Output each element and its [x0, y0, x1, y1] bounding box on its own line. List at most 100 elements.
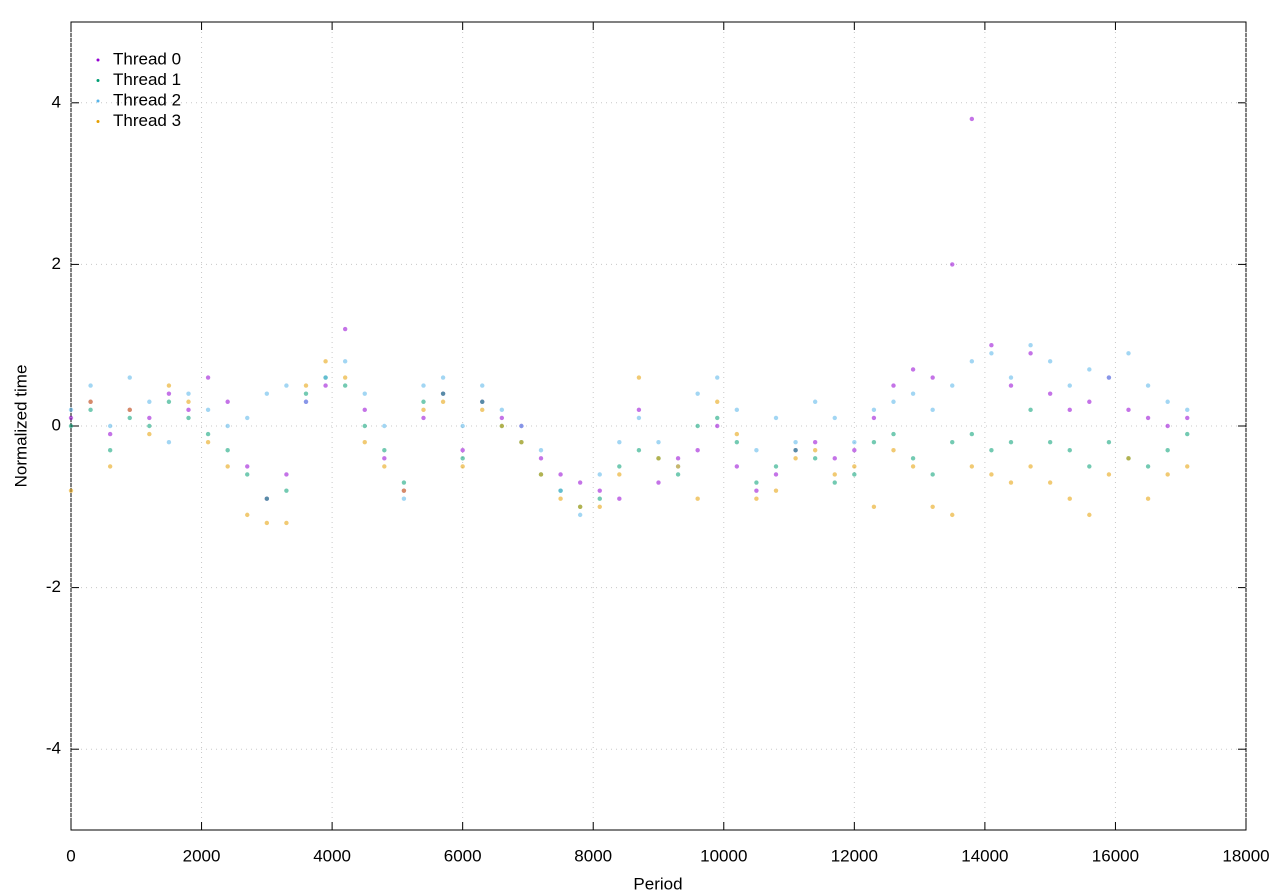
point: [891, 383, 896, 388]
point: [460, 448, 465, 453]
point: [264, 391, 270, 396]
point: [440, 391, 446, 396]
point: [107, 431, 113, 437]
point: [734, 464, 740, 469]
x-tick-label: 12000: [831, 846, 878, 865]
point: [382, 423, 387, 429]
legend-marker: [96, 58, 100, 62]
point: [323, 359, 328, 364]
point: [715, 399, 720, 404]
point: [812, 456, 818, 461]
point: [617, 472, 622, 477]
point: [832, 415, 837, 421]
point: [656, 439, 661, 445]
point: [754, 496, 759, 501]
x-tick-label: 18000: [1222, 846, 1269, 865]
x-axis-label: Period: [633, 874, 682, 893]
point: [754, 480, 759, 485]
point: [950, 262, 955, 267]
point: [88, 399, 93, 404]
y-axis-label: Normalized time: [11, 365, 30, 488]
point: [1145, 415, 1151, 421]
point: [68, 488, 74, 493]
point: [910, 367, 916, 372]
point: [891, 431, 896, 437]
point: [1087, 464, 1092, 469]
x-tick-label: 0: [66, 846, 75, 865]
x-tick-label: 6000: [444, 846, 482, 865]
point: [205, 407, 211, 413]
point: [1145, 383, 1151, 388]
point: [754, 488, 759, 493]
point: [989, 472, 994, 477]
point: [166, 399, 172, 404]
point: [362, 423, 367, 429]
point: [793, 448, 798, 453]
point: [695, 391, 700, 396]
point: [715, 423, 720, 429]
point: [891, 448, 896, 453]
point: [186, 415, 191, 421]
legend-marker: [96, 79, 100, 82]
point: [636, 375, 642, 380]
point: [1028, 464, 1033, 469]
point: [264, 496, 270, 501]
point: [303, 391, 309, 396]
point: [1067, 496, 1072, 501]
point: [1028, 343, 1033, 348]
point: [558, 496, 563, 501]
point: [1106, 375, 1112, 380]
point: [421, 415, 426, 421]
point: [107, 464, 113, 469]
point: [715, 415, 720, 421]
point: [1126, 351, 1131, 356]
point: [656, 456, 661, 461]
point: [989, 448, 994, 453]
point: [1185, 464, 1190, 469]
point: [675, 456, 681, 461]
point: [382, 448, 387, 453]
point: [166, 383, 172, 388]
point: [695, 423, 700, 429]
point: [68, 423, 74, 429]
point: [852, 464, 857, 469]
point: [734, 439, 740, 445]
point: [1028, 351, 1033, 356]
point: [382, 464, 387, 469]
point: [969, 359, 975, 364]
point: [675, 472, 681, 477]
point: [871, 439, 877, 445]
point: [1165, 472, 1170, 477]
point: [205, 439, 211, 445]
point: [734, 431, 740, 437]
point: [832, 472, 837, 477]
point: [910, 391, 916, 396]
point: [950, 439, 955, 445]
point: [1145, 464, 1151, 469]
point: [930, 472, 935, 477]
point: [1067, 407, 1072, 413]
point: [852, 439, 857, 445]
point: [147, 415, 152, 421]
point: [989, 351, 994, 356]
point: [695, 496, 700, 501]
point: [773, 472, 779, 477]
point: [1126, 407, 1131, 413]
point: [656, 480, 661, 485]
legend-label: Thread 0: [113, 49, 181, 68]
point: [1067, 383, 1072, 388]
point: [1165, 448, 1170, 453]
point: [695, 448, 700, 453]
point: [969, 464, 975, 469]
point: [577, 480, 583, 485]
point: [930, 504, 935, 509]
point: [362, 439, 367, 445]
plot-frame: [70, 21, 1247, 831]
point: [88, 407, 93, 413]
point: [812, 448, 818, 453]
point: [362, 391, 367, 396]
point: [342, 375, 348, 380]
point: [205, 375, 211, 380]
point: [910, 456, 916, 461]
x-tick-label: 8000: [574, 846, 612, 865]
